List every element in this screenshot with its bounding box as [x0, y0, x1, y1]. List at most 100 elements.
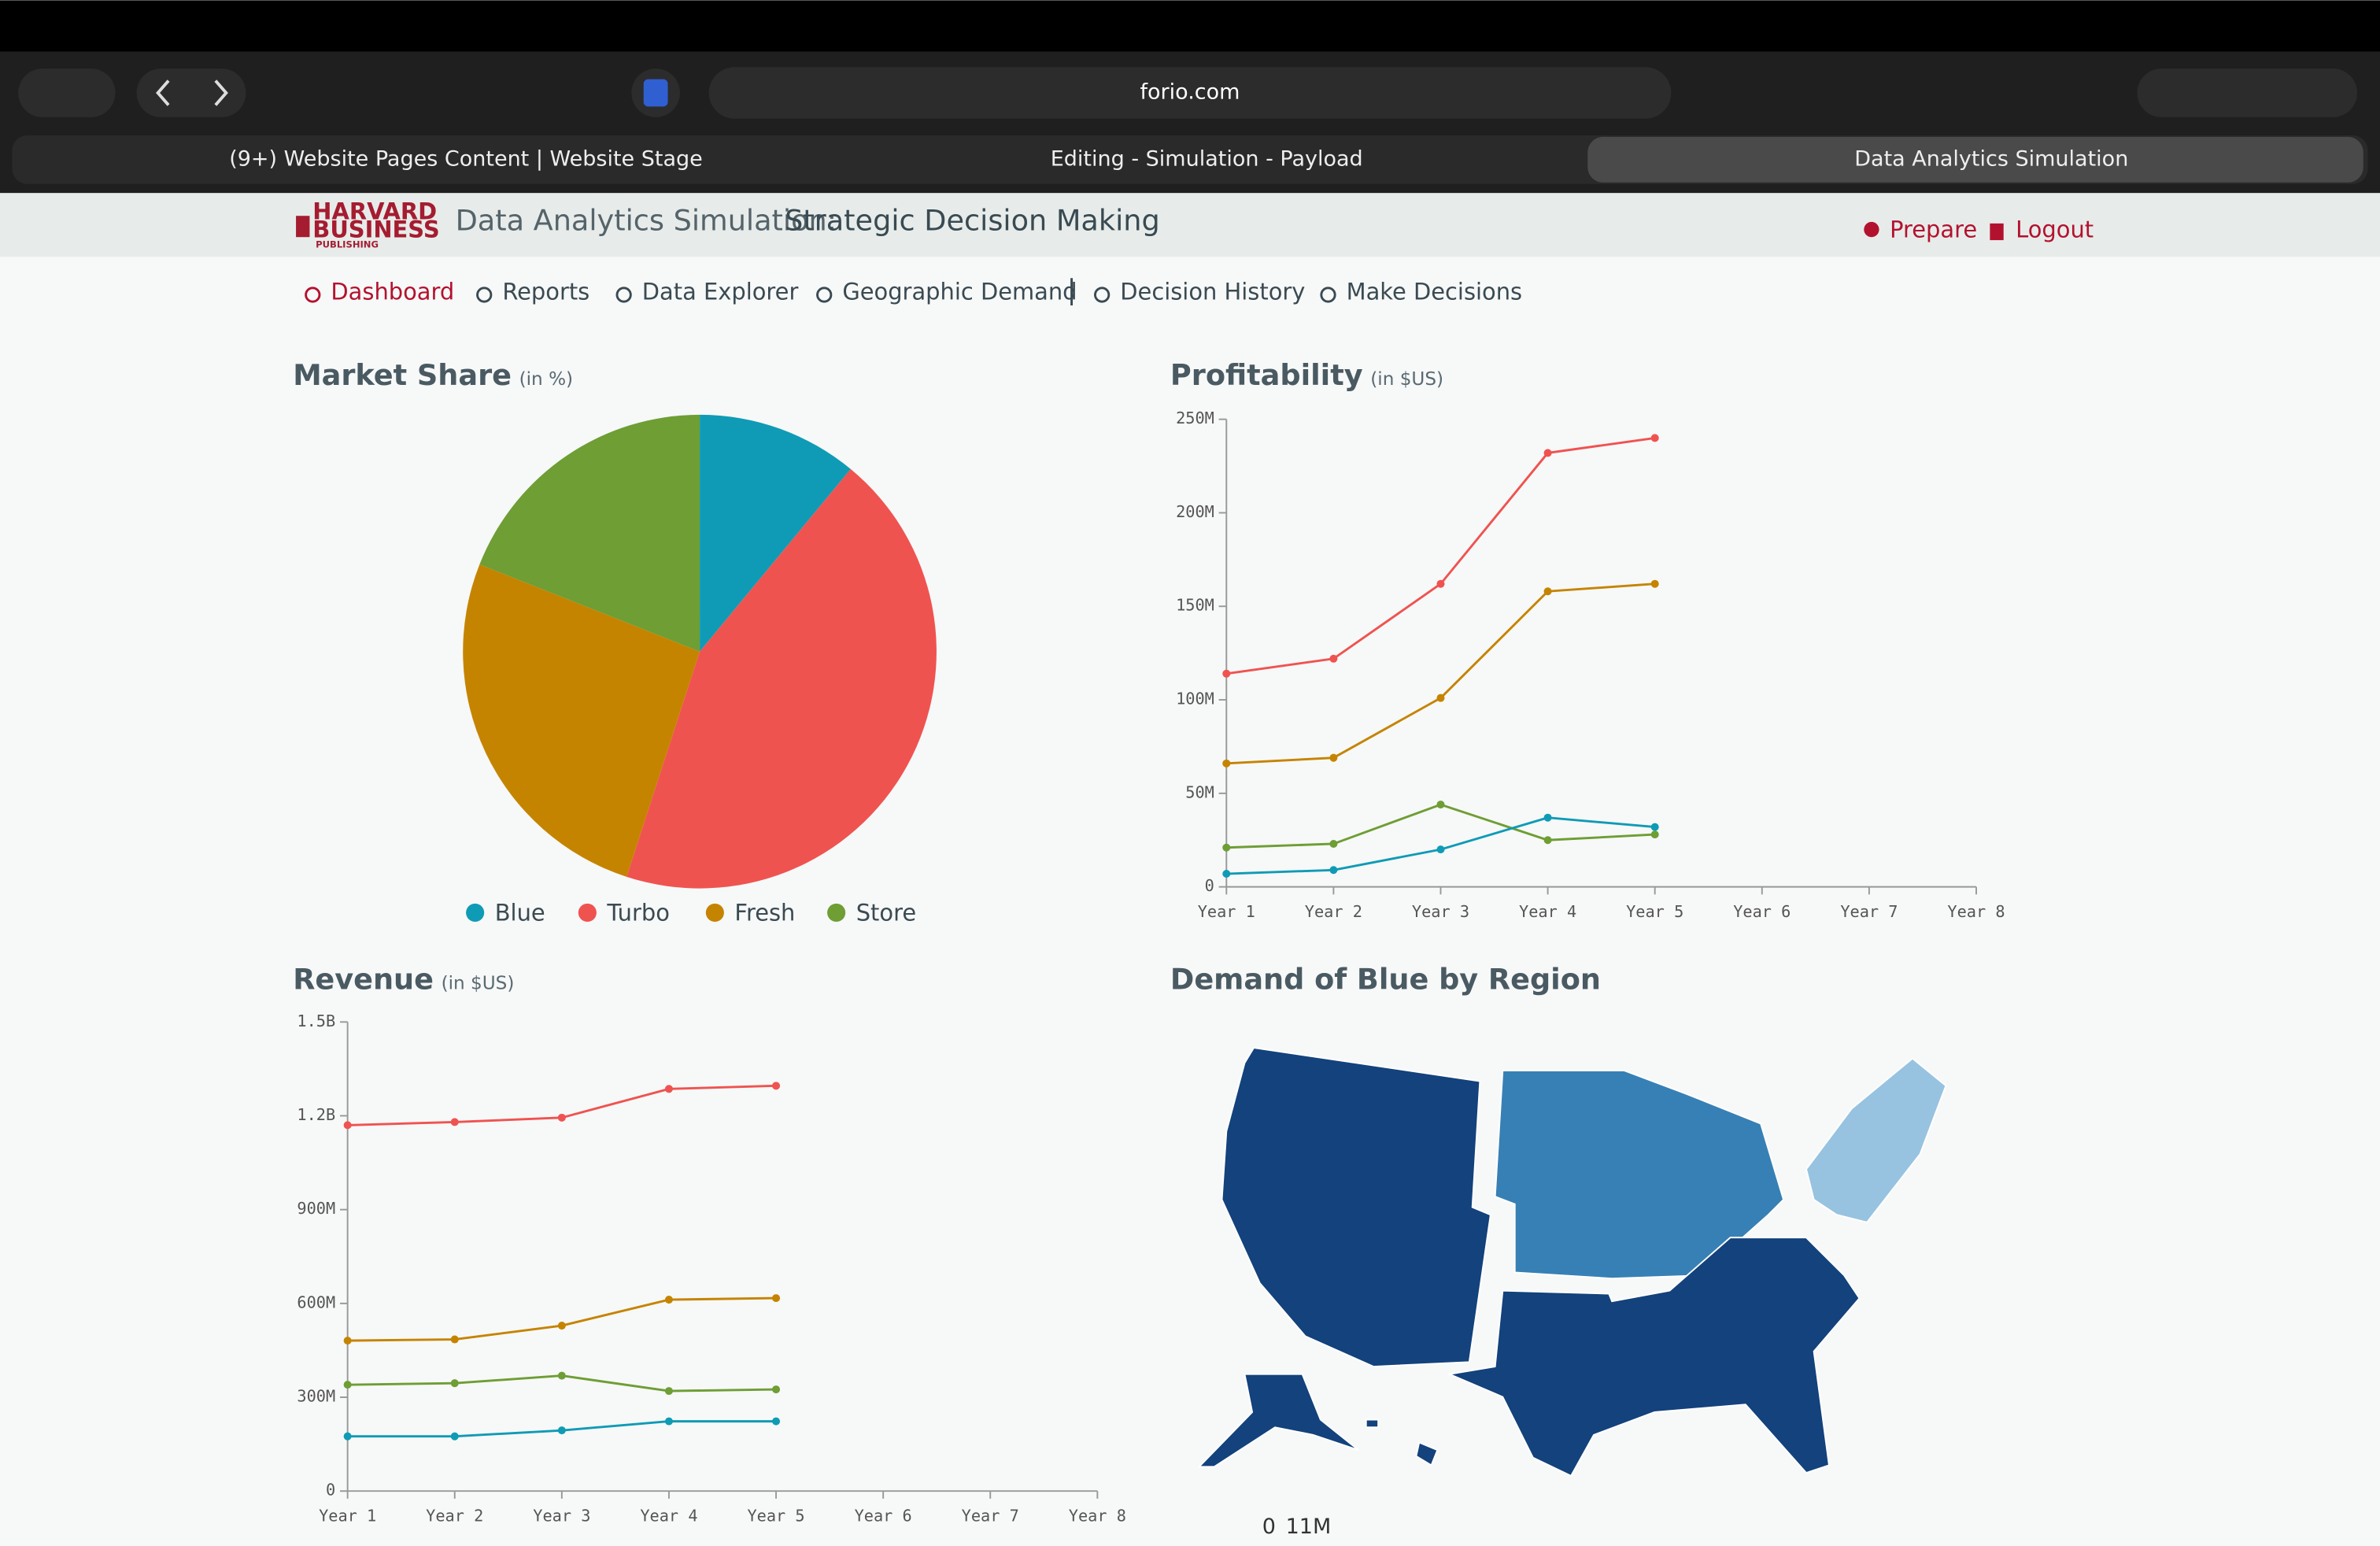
- nav-buttons[interactable]: [137, 68, 246, 117]
- nav-link[interactable]: Dashboard: [331, 279, 454, 305]
- data-point: [1436, 801, 1444, 808]
- y-tick-label: 0: [326, 1481, 335, 1500]
- data-point: [665, 1085, 673, 1093]
- legend-swatch: [706, 904, 724, 922]
- data-point: [1544, 449, 1552, 457]
- scale-label: 0: [1262, 1515, 1276, 1539]
- top-bar: [0, 0, 2380, 52]
- data-point: [451, 1336, 459, 1344]
- prepare-link[interactable]: Prepare: [1890, 216, 1977, 243]
- series-line: [1226, 804, 1654, 848]
- y-tick-label: 1.5B: [297, 1012, 335, 1030]
- nav-link[interactable]: Data Explorer: [642, 279, 799, 305]
- data-point: [558, 1372, 566, 1380]
- data-point: [558, 1322, 566, 1330]
- y-tick-label: 100M: [1176, 690, 1214, 708]
- tab-title[interactable]: (9+) Website Pages Content | Website Sta…: [229, 146, 703, 171]
- data-point: [451, 1379, 459, 1387]
- data-point: [558, 1426, 566, 1434]
- data-point: [1329, 655, 1337, 663]
- data-point: [1651, 823, 1659, 831]
- data-point: [1651, 434, 1659, 442]
- data-point: [1222, 670, 1230, 678]
- region: [1806, 1059, 1946, 1222]
- data-point: [1651, 580, 1659, 588]
- x-tick-label: Year 2: [1305, 902, 1362, 921]
- y-tick-label: 50M: [1185, 782, 1214, 801]
- app-subtitle: Strategic Decision Making: [785, 203, 1160, 237]
- toolbar-actions[interactable]: [2137, 68, 2357, 117]
- scale-label: 11M: [1286, 1515, 1332, 1539]
- x-tick-label: Year 4: [640, 1507, 697, 1526]
- y-tick-label: 300M: [297, 1387, 335, 1406]
- chart-title: Demand of Blue by Region: [1170, 963, 1601, 997]
- x-tick-label: Year 5: [1626, 902, 1683, 921]
- data-point: [1329, 866, 1337, 874]
- data-point: [451, 1118, 459, 1126]
- y-tick-label: 150M: [1176, 596, 1214, 615]
- data-point: [772, 1294, 780, 1302]
- app-title: Data Analytics Simulation:: [456, 203, 837, 237]
- data-point: [1222, 760, 1230, 767]
- data-point: [1436, 845, 1444, 853]
- data-point: [1651, 830, 1659, 838]
- nav-icon: [478, 288, 491, 301]
- data-point: [1436, 694, 1444, 702]
- legend-label: Store: [856, 899, 916, 926]
- data-point: [1329, 840, 1337, 848]
- region: [1199, 1048, 1491, 1466]
- y-tick-label: 900M: [297, 1199, 335, 1218]
- x-tick-label: Year 6: [855, 1507, 912, 1526]
- x-tick-label: Year 8: [1947, 902, 2005, 921]
- nav-icon: [1095, 288, 1108, 301]
- x-tick-label: Year 1: [1198, 902, 1255, 921]
- data-point: [344, 1121, 352, 1129]
- data-point: [1222, 844, 1230, 852]
- chart-subtitle: (in %): [519, 369, 573, 390]
- data-point: [558, 1114, 566, 1122]
- x-tick-label: Year 3: [1412, 902, 1469, 921]
- series-line: [1226, 584, 1654, 764]
- logout-link[interactable]: Logout: [2016, 216, 2094, 243]
- legend-swatch: [578, 904, 597, 922]
- y-tick-label: 200M: [1176, 502, 1214, 521]
- nav-icon: [1321, 288, 1335, 301]
- data-point: [344, 1381, 352, 1389]
- tab-title[interactable]: Data Analytics Simulation: [1854, 146, 2128, 171]
- data-point: [1544, 836, 1552, 844]
- data-point: [772, 1385, 780, 1393]
- data-point: [665, 1418, 673, 1426]
- nav-link[interactable]: Make Decisions: [1347, 279, 1522, 305]
- legend-swatch: [466, 904, 484, 922]
- chart-title: Market Share: [293, 358, 512, 392]
- extension-icon: [644, 80, 668, 107]
- nav-link[interactable]: Geographic Demand: [842, 279, 1077, 305]
- y-tick-label: 0: [1205, 876, 1214, 895]
- x-tick-label: Year 2: [426, 1507, 483, 1526]
- x-tick-label: Year 7: [1840, 902, 1898, 921]
- x-tick-label: Year 6: [1733, 902, 1791, 921]
- logo-text: PUBLISHING: [316, 239, 379, 250]
- tab-title[interactable]: Editing - Simulation - Payload: [1051, 146, 1363, 171]
- data-point: [344, 1433, 352, 1441]
- data-point: [1222, 870, 1230, 878]
- data-point: [1436, 580, 1444, 588]
- legend-swatch: [827, 904, 845, 922]
- x-tick-label: Year 1: [319, 1507, 376, 1526]
- nav-link[interactable]: Decision History: [1120, 279, 1305, 305]
- x-tick-label: Year 4: [1519, 902, 1576, 921]
- series-line: [1226, 438, 1654, 673]
- sidebar-button[interactable]: [18, 68, 115, 117]
- x-tick-label: Year 3: [533, 1507, 590, 1526]
- x-tick-label: Year 5: [747, 1507, 804, 1526]
- nav-link[interactable]: Reports: [502, 279, 589, 305]
- data-point: [344, 1337, 352, 1344]
- series-line: [348, 1298, 776, 1341]
- chart-title: Profitability: [1170, 358, 1363, 392]
- y-tick-label: 1.2B: [297, 1105, 335, 1124]
- prepare-icon: [1864, 222, 1879, 237]
- data-point: [1544, 814, 1552, 822]
- legend-label: Fresh: [734, 899, 795, 926]
